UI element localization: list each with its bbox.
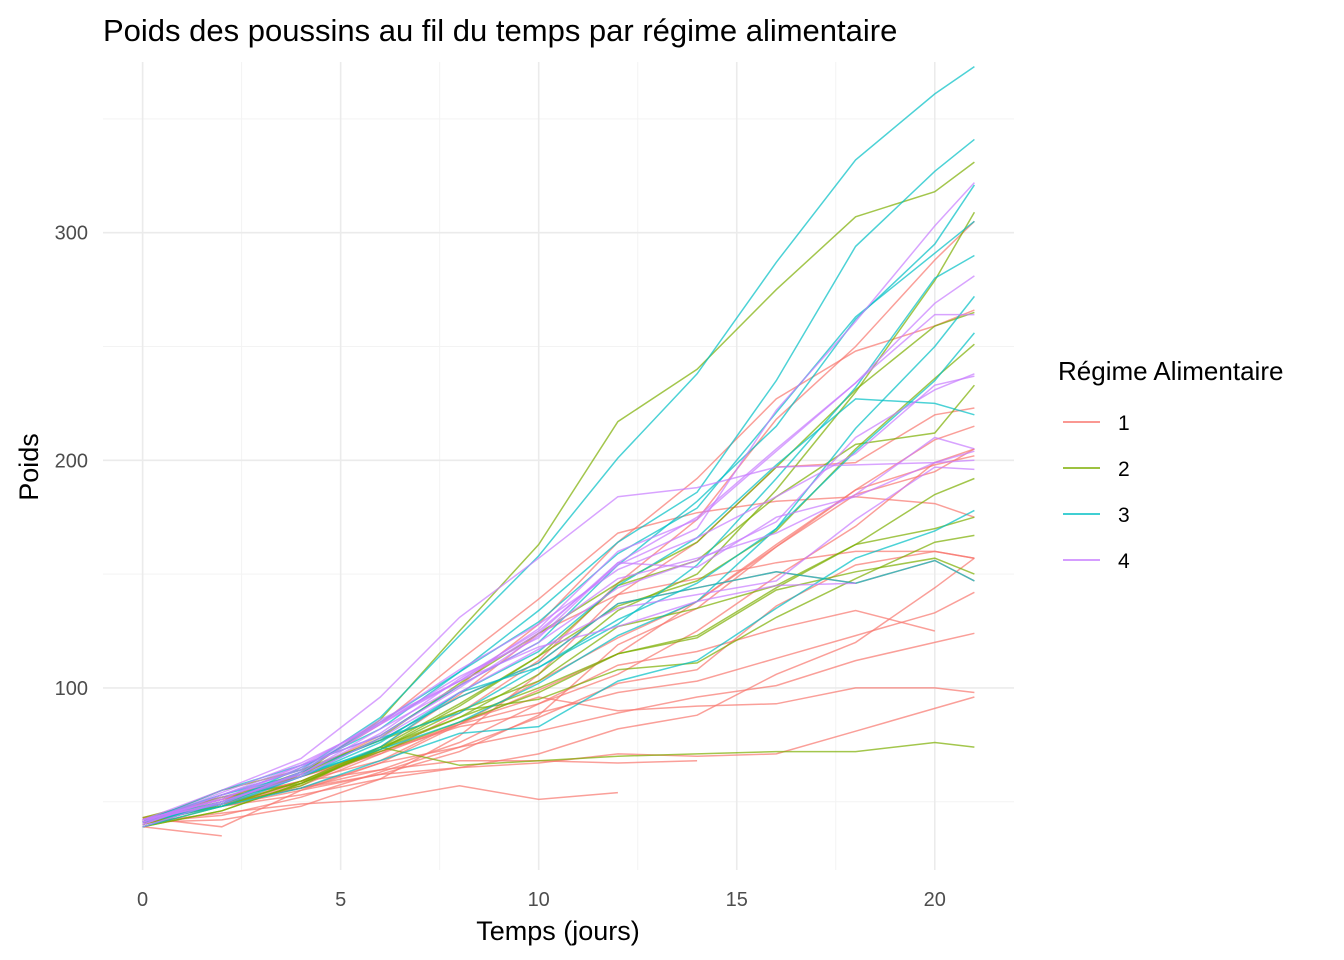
series-line-diet-3: [142, 295, 975, 821]
series-line-diet-1: [142, 407, 975, 823]
series-lines: [142, 65, 976, 837]
series-line-diet-3: [142, 332, 975, 821]
y-tick-label: 300: [55, 223, 88, 245]
series-line-diet-3: [142, 138, 975, 823]
legend-label-2: 2: [1118, 458, 1130, 481]
series-line-diet-3: [142, 254, 975, 823]
series-line-diet-4: [142, 436, 975, 823]
series-line-diet-4: [142, 182, 975, 828]
series-line-diet-3: [142, 220, 975, 823]
y-axis-ticks: 100 200 300: [55, 223, 88, 700]
series-line-diet-1: [142, 425, 975, 826]
y-tick-label: 200: [55, 450, 88, 472]
series-line-diet-4: [142, 313, 975, 823]
series-line-diet-3: [142, 509, 975, 823]
series-line-diet-4: [142, 459, 975, 821]
series-line-diet-2: [142, 211, 976, 828]
legend: Régime Alimentaire 1 2 3 4: [1058, 356, 1283, 573]
series-line-diet-4: [142, 375, 975, 826]
x-axis-ticks: 0 5 10 15 20: [137, 889, 946, 911]
series-line-diet-2: [142, 343, 975, 821]
series-line-diet-1: [142, 785, 618, 823]
x-tick-label: 20: [924, 889, 946, 911]
y-tick-label: 100: [55, 678, 88, 700]
series-line-diet-4: [142, 275, 975, 821]
y-axis-title: Poids: [14, 433, 44, 501]
x-tick-label: 5: [335, 889, 346, 911]
x-tick-label: 10: [528, 889, 550, 911]
series-line-diet-4: [142, 373, 975, 826]
legend-label-3: 3: [1118, 504, 1130, 527]
legend-label-1: 1: [1118, 412, 1130, 435]
x-tick-label: 15: [726, 889, 748, 911]
legend-label-4: 4: [1118, 550, 1130, 573]
series-line-diet-1: [142, 557, 975, 819]
x-tick-label: 0: [137, 889, 148, 911]
series-line-diet-1: [142, 632, 975, 823]
legend-title: Régime Alimentaire: [1058, 356, 1283, 386]
x-axis-title: Temps (jours): [476, 916, 640, 946]
chart-title: Poids des poussins au fil du temps par r…: [103, 13, 897, 48]
series-line-diet-1: [142, 826, 222, 837]
series-line-diet-2: [142, 557, 975, 821]
series-line-diet-4: [142, 466, 975, 823]
series-line-diet-1: [142, 220, 975, 823]
